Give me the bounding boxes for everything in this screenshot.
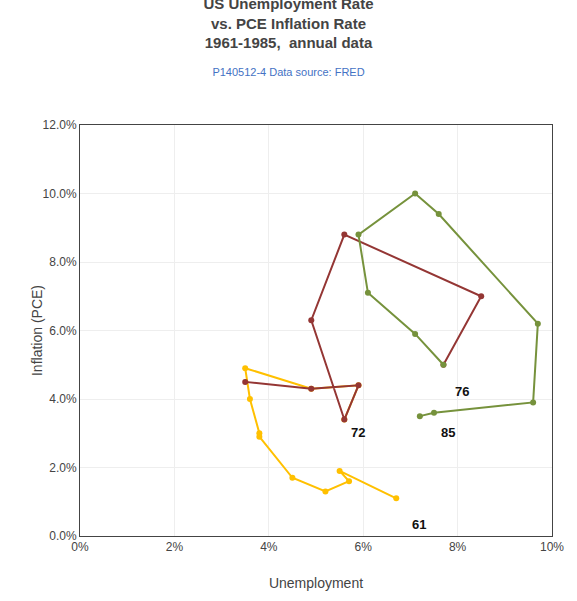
svg-text:61: 61 [412, 517, 426, 532]
svg-text:4.0%: 4.0% [49, 392, 77, 406]
svg-text:2%: 2% [166, 540, 184, 554]
svg-text:76: 76 [455, 384, 469, 399]
svg-text:6%: 6% [355, 540, 373, 554]
svg-text:8%: 8% [449, 540, 467, 554]
svg-text:0%: 0% [71, 540, 89, 554]
svg-text:4%: 4% [260, 540, 278, 554]
svg-text:Inflation (PCE): Inflation (PCE) [29, 285, 45, 376]
svg-text:Unemployment: Unemployment [269, 575, 363, 591]
svg-text:P140512-4 Data source: FRED: P140512-4 Data source: FRED [212, 66, 364, 78]
svg-text:12.0%: 12.0% [43, 118, 77, 132]
svg-text:85: 85 [441, 425, 455, 440]
svg-text:8.0%: 8.0% [49, 255, 77, 269]
svg-text:0.0%: 0.0% [49, 529, 77, 543]
svg-text:10%: 10% [540, 540, 564, 554]
svg-text:10.0%: 10.0% [43, 187, 77, 201]
svg-text:6.0%: 6.0% [49, 324, 77, 338]
svg-text:72: 72 [351, 425, 365, 440]
svg-text:US Unemployment Ratevs. PCE In: US Unemployment Ratevs. PCE Inflation Ra… [203, 0, 373, 51]
svg-text:2.0%: 2.0% [49, 461, 77, 475]
